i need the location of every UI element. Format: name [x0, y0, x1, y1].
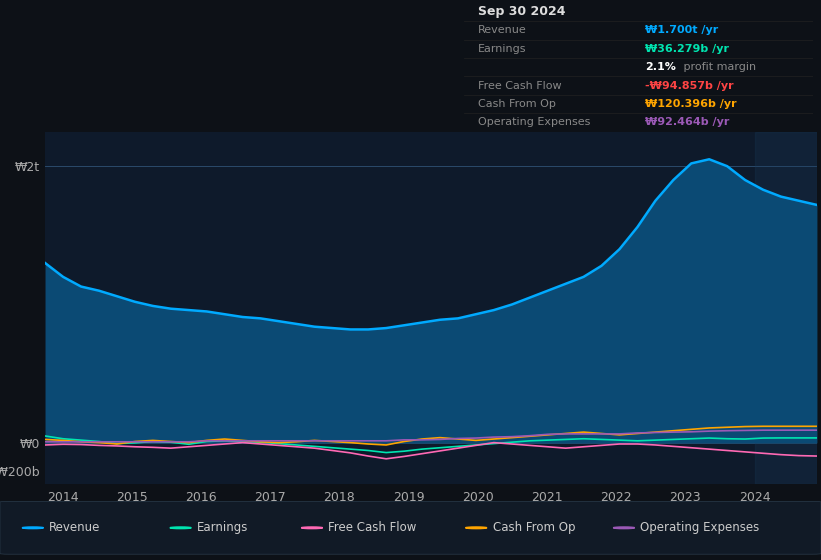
Text: Operating Expenses: Operating Expenses — [478, 118, 590, 128]
Circle shape — [22, 527, 44, 529]
Bar — [754, 132, 817, 484]
Text: ₩1.700t /yr: ₩1.700t /yr — [645, 25, 718, 35]
Text: Cash From Op: Cash From Op — [478, 99, 556, 109]
Circle shape — [170, 527, 191, 529]
Circle shape — [301, 527, 323, 529]
FancyBboxPatch shape — [0, 501, 821, 554]
Text: Free Cash Flow: Free Cash Flow — [478, 81, 562, 91]
Text: Cash From Op: Cash From Op — [493, 521, 575, 534]
Text: Revenue: Revenue — [478, 25, 526, 35]
Circle shape — [613, 527, 635, 529]
Text: ₩92.464b /yr: ₩92.464b /yr — [645, 118, 730, 128]
Text: profit margin: profit margin — [680, 62, 756, 72]
Text: Revenue: Revenue — [49, 521, 101, 534]
Text: Sep 30 2024: Sep 30 2024 — [478, 6, 566, 18]
Text: Earnings: Earnings — [478, 44, 526, 54]
Circle shape — [466, 527, 487, 529]
Text: -₩94.857b /yr: -₩94.857b /yr — [645, 81, 734, 91]
Text: 2.1%: 2.1% — [645, 62, 677, 72]
Text: Earnings: Earnings — [197, 521, 249, 534]
Text: ₩120.396b /yr: ₩120.396b /yr — [645, 99, 737, 109]
Text: Free Cash Flow: Free Cash Flow — [328, 521, 417, 534]
Text: ₩36.279b /yr: ₩36.279b /yr — [645, 44, 729, 54]
Text: Operating Expenses: Operating Expenses — [640, 521, 759, 534]
